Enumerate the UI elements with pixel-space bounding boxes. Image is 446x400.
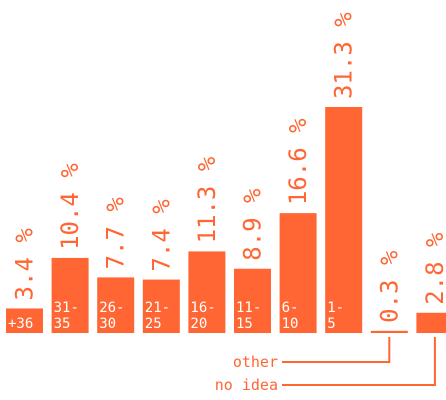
bar-5 (234, 268, 271, 333)
value-label-0: 3.4 % (11, 228, 39, 301)
value-label-3: 7.4 % (147, 199, 175, 272)
value-label-7: 31.3 % (330, 12, 358, 99)
bar-7 (325, 107, 363, 333)
category-label-1-line-1: 35 (54, 316, 71, 332)
category-labels: +36 31-35 26-30 21-25 16-20 11-15 6-10 1-5 (8, 300, 344, 332)
category-label-5-line-1: 15 (236, 316, 253, 332)
bar-0 (6, 308, 43, 333)
bar-9 (416, 312, 446, 333)
value-label-6: 16.6 % (284, 118, 312, 205)
bar-1 (51, 257, 89, 333)
bar-8 (370, 330, 408, 333)
category-label-6-line-1: 10 (282, 316, 299, 332)
category-label-5-line-0: 11- (236, 300, 261, 316)
value-label-2: 7.7 % (102, 197, 130, 270)
category-label-6-line-0: 6- (282, 300, 299, 316)
value-label-9: 2.8 % (421, 232, 446, 305)
bars (6, 107, 446, 333)
value-label-1: 10.4 % (56, 163, 84, 250)
value-label-4: 11.3 % (193, 156, 221, 243)
bar-2 (97, 277, 135, 333)
bar-3 (142, 279, 180, 333)
value-label-5: 8.9 % (239, 188, 267, 261)
category-label-2-line-0: 26- (99, 300, 124, 316)
category-label-4-line-1: 20 (190, 316, 207, 332)
category-label-3-line-0: 21- (145, 300, 170, 316)
category-label-7-line-1: 5 (327, 316, 335, 332)
callouts: other no idea (215, 337, 436, 394)
bar-4 (188, 251, 226, 333)
callout-label-9: no idea (215, 376, 278, 394)
value-labels: 3.4 % 10.4 % 7.7 % 7.4 % 11.3 % 8.9 % 16.6 % 31… (11, 12, 446, 323)
category-label-0: +36 (8, 316, 33, 332)
category-label-7-line-0: 1- (327, 300, 344, 316)
callout-leader-9 (282, 337, 436, 386)
category-label-3-line-1: 25 (145, 316, 162, 332)
category-label-1-line-0: 31- (54, 300, 79, 316)
callout-label-8: other (233, 353, 278, 371)
category-label-4-line-0: 16- (190, 300, 215, 316)
callout-leader-8 (282, 337, 391, 363)
bar-6 (279, 213, 317, 333)
value-label-8: 0.3 % (375, 250, 403, 323)
category-label-2-line-1: 30 (99, 316, 116, 332)
